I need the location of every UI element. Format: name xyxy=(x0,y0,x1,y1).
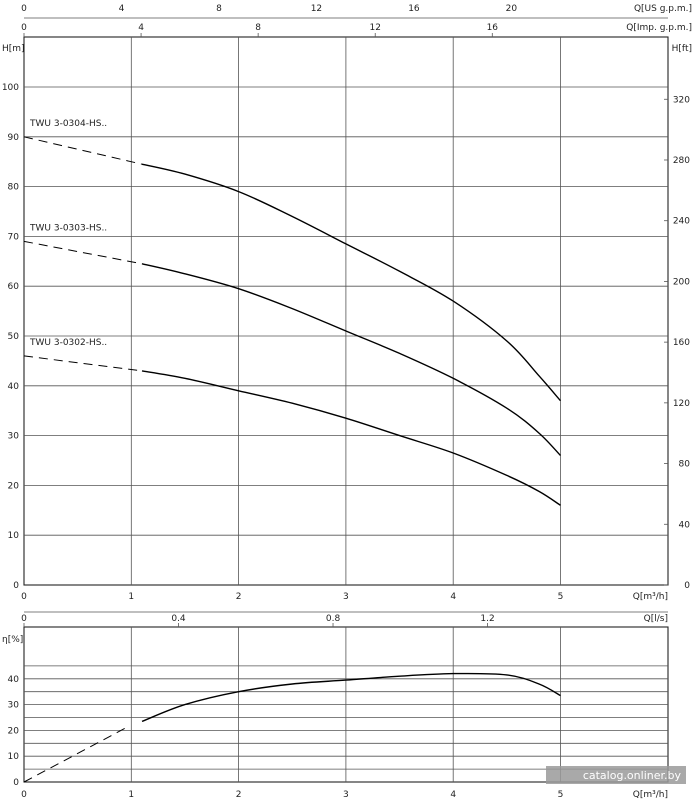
head-curve-extension-1 xyxy=(23,136,143,165)
imp-gpm-tick-16: 16 xyxy=(487,23,499,33)
us-gpm-tick-12: 12 xyxy=(311,4,322,14)
efficiency-curve-chart: 0 1 2 3 4 5 0 10 20 30 40 η[%] Q[m³/h] 0 0.4 0.8 1.2 Q[l/… xyxy=(2,611,669,800)
head-curve-2 xyxy=(141,263,562,456)
us-gpm-tick-0: 0 xyxy=(21,4,27,14)
series-label-1: TWU 3-0304-HS.. xyxy=(29,119,107,129)
eff-x-tick-5: 5 xyxy=(558,790,564,800)
head-ft-label: H[ft] xyxy=(672,44,692,54)
head-x-tick-1: 1 xyxy=(128,592,134,602)
imp-gpm-label: Q[Imp. g.p.m.] xyxy=(626,23,692,33)
eff-x-tick-2: 2 xyxy=(236,790,242,800)
eff-y-tick-0: 0 xyxy=(13,778,19,788)
watermark: catalog.onliner.by xyxy=(546,766,686,784)
head-y-tick-90: 90 xyxy=(8,133,20,143)
head-x-tick-5: 5 xyxy=(558,592,564,602)
head-curve-extension-2 xyxy=(23,240,143,265)
head-ft-tick-240: 240 xyxy=(673,217,690,227)
eff-y-tick-40: 40 xyxy=(8,675,20,685)
watermark-background xyxy=(546,766,686,784)
us-gpm-tick-20: 20 xyxy=(506,4,518,14)
head-y-tick-80: 80 xyxy=(8,183,20,193)
head-curve-extension-3 xyxy=(23,355,143,372)
head-x-tick-4: 4 xyxy=(450,592,456,602)
head-y-tick-100: 100 xyxy=(2,83,19,93)
ls-tick-0.4: 0.4 xyxy=(171,614,186,624)
eff-y-tick-10: 10 xyxy=(8,752,20,762)
eff-x-tick-0: 0 xyxy=(21,790,27,800)
head-ft-tick-0: 0 xyxy=(684,581,690,591)
series-label-2: TWU 3-0303-HS.. xyxy=(29,223,107,233)
eff-y-tick-20: 20 xyxy=(8,726,20,736)
head-curve-chart: 0 1 2 3 4 50102030405060708090100040801201602… xyxy=(2,4,692,602)
watermark-text: catalog.onliner.by xyxy=(583,769,682,782)
head-x-tick-3: 3 xyxy=(343,592,349,602)
imp-gpm-tick-0: 0 xyxy=(21,23,27,33)
us-gpm-tick-16: 16 xyxy=(408,4,420,14)
head-curve-1 xyxy=(141,163,562,402)
head-ft-tick-320: 320 xyxy=(673,95,690,105)
ls-tick-0: 0 xyxy=(21,614,27,624)
head-y-tick-40: 40 xyxy=(8,382,20,392)
head-ft-tick-80: 80 xyxy=(679,460,691,470)
head-ft-tick-160: 160 xyxy=(673,338,690,348)
eff-x-label: Q[m³/h] xyxy=(633,790,668,800)
ls-tick-0.8: 0.8 xyxy=(326,614,341,624)
eff-x-tick-3: 3 xyxy=(343,790,349,800)
eff-y-label: η[%] xyxy=(2,635,23,645)
imp-gpm-tick-12: 12 xyxy=(369,23,380,33)
head-y-tick-50: 50 xyxy=(8,332,20,342)
head-ft-tick-120: 120 xyxy=(673,399,690,409)
head-y-tick-10: 10 xyxy=(8,531,20,541)
head-y-tick-30: 30 xyxy=(8,432,20,442)
head-ft-tick-280: 280 xyxy=(673,156,690,166)
head-curve-3 xyxy=(141,370,561,506)
head-y-tick-70: 70 xyxy=(8,232,20,242)
head-y-tick-60: 60 xyxy=(8,282,20,292)
ls-tick-1.2: 1.2 xyxy=(480,614,494,624)
head-y-tick-20: 20 xyxy=(8,481,20,491)
head-ft-tick-40: 40 xyxy=(679,520,691,530)
eff-x-tick-4: 4 xyxy=(450,790,456,800)
head-x-tick-2: 2 xyxy=(236,592,242,602)
eff-y-tick-30: 30 xyxy=(8,701,20,711)
eff-x-tick-1: 1 xyxy=(128,790,134,800)
efficiency-curve xyxy=(141,672,561,723)
head-y-label: H[m] xyxy=(2,44,25,54)
ls-axis-label: Q[l/s] xyxy=(644,614,668,624)
us-gpm-tick-8: 8 xyxy=(216,4,222,14)
us-gpm-tick-4: 4 xyxy=(119,4,125,14)
head-x-tick-0: 0 xyxy=(21,592,27,602)
series-label-3: TWU 3-0302-HS.. xyxy=(29,338,107,348)
imp-gpm-tick-8: 8 xyxy=(255,23,261,33)
head-ft-tick-200: 200 xyxy=(673,277,690,287)
efficiency-curve-extension xyxy=(23,727,127,783)
us-gpm-label: Q[US g.p.m.] xyxy=(634,4,692,14)
imp-gpm-tick-4: 4 xyxy=(138,23,144,33)
head-x-label: Q[m³/h] xyxy=(633,592,668,602)
head-y-tick-0: 0 xyxy=(13,581,19,591)
